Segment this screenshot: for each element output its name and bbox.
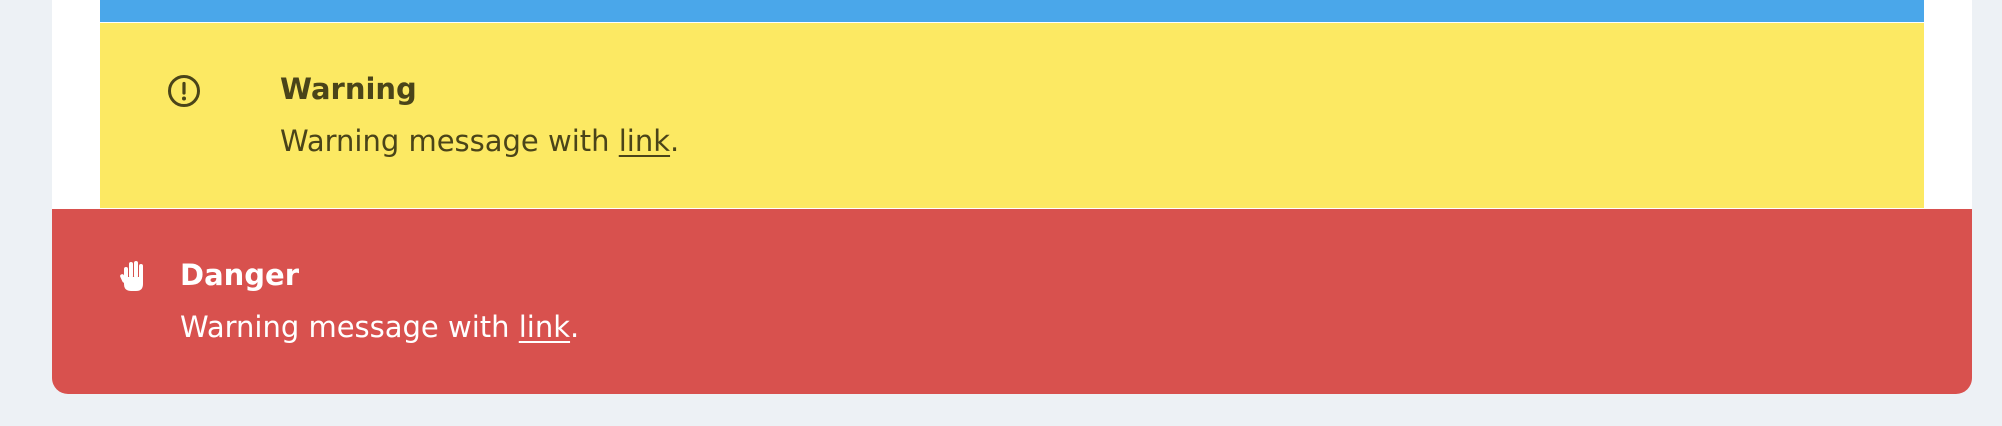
alert-danger-message-text: Warning message with — [180, 310, 519, 344]
alert-warning-message-suffix: . — [670, 124, 680, 158]
alert-danger-message-suffix: . — [570, 310, 580, 344]
alert-warning-message-text: Warning message with — [280, 124, 619, 158]
hand-stop-icon — [120, 261, 143, 291]
alerts-card: Warning Warning message with link. Dange… — [52, 0, 1972, 394]
alert-warning: Warning Warning message with link. — [100, 23, 1924, 208]
alert-warning-title: Warning — [280, 72, 417, 106]
alert-danger-title: Danger — [180, 258, 300, 292]
exclamation-circle-icon — [168, 75, 200, 107]
alert-info — [100, 0, 1924, 22]
alert-danger: Danger Warning message with link. — [52, 209, 1972, 394]
alert-warning-message: Warning message with link. — [280, 123, 679, 159]
alert-danger-message: Warning message with link. — [180, 309, 579, 345]
alert-warning-link[interactable]: link — [618, 124, 671, 158]
alert-danger-link[interactable]: link — [518, 310, 571, 344]
